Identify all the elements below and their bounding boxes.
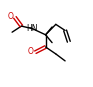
Text: HN: HN <box>26 24 38 33</box>
Text: O: O <box>8 12 14 21</box>
Text: O: O <box>28 47 34 56</box>
